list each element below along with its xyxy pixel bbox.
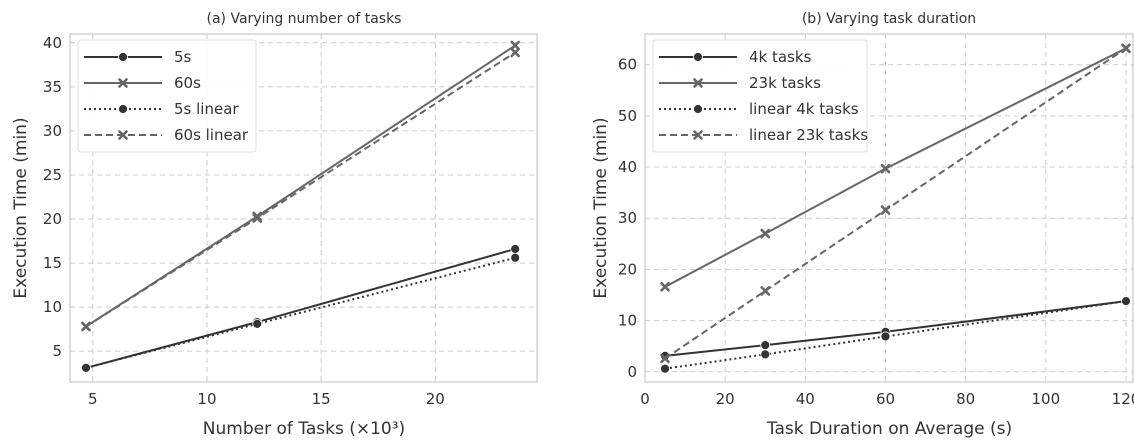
y-tick-label: 10: [618, 312, 637, 330]
y-tick-label: 30: [618, 209, 637, 227]
data-point: [1121, 296, 1131, 307]
y-tick-label: 20: [43, 210, 62, 228]
data-point: [252, 318, 263, 329]
chart-panel-2: 0 10 20 30 40 50 60 0 20 40 60 80 100 120 (b) Varying …: [591, 11, 1134, 439]
series-line-1: [664, 300, 1127, 357]
x-tick-label: 80: [956, 390, 975, 408]
y-tick-label: 40: [43, 34, 62, 52]
data-point: [510, 47, 520, 58]
legend-label: linear 23k tasks: [749, 126, 868, 144]
chart-title: (b) Varying task duration: [802, 11, 976, 27]
data-point: [880, 163, 891, 174]
series-line-4: [664, 47, 1127, 360]
data-point: [880, 331, 891, 342]
x-tick-label: 120: [1112, 390, 1134, 408]
chart-panel-1: 5 10 15 20 25 30 35 40 5 10 15 20 (a) Varying number…: [11, 11, 538, 439]
legend-marker: [693, 130, 703, 140]
y-tick-label: 20: [618, 260, 637, 278]
legend-label: 60s linear: [174, 126, 249, 144]
legend: [77, 39, 257, 153]
y-tick-label: 5: [52, 342, 62, 360]
y-tick-label: 40: [618, 158, 637, 176]
y-tick-label: 15: [43, 254, 62, 272]
data-point: [760, 340, 771, 351]
data-point: [81, 321, 91, 332]
y-tick-label: 25: [43, 166, 62, 184]
x-tick-label: 15: [312, 390, 331, 408]
x-tick-label: 40: [796, 390, 815, 408]
legend-label: 5s: [174, 48, 192, 66]
legend-label: 60s: [174, 74, 201, 92]
y-tick-label: 60: [618, 56, 637, 74]
data-point: [880, 205, 891, 215]
legend-marker: [693, 52, 703, 62]
y-axis-label: Execution Time (min): [591, 117, 611, 298]
legend-marker: [118, 104, 128, 114]
data-point: [510, 252, 521, 263]
data-point: [660, 363, 670, 374]
legend-marker: [118, 52, 128, 62]
legend-marker: [118, 130, 128, 140]
x-tick-label: 20: [426, 390, 445, 408]
legend-label: 4k tasks: [749, 48, 812, 66]
legend-marker: [693, 104, 703, 114]
data-point: [660, 353, 670, 364]
legend-marker: [693, 78, 703, 88]
data-point: [760, 349, 771, 360]
legend-label: 23k tasks: [749, 74, 821, 92]
legend-label: 5s linear: [174, 100, 239, 118]
series-line-2: [664, 47, 1127, 288]
y-tick-label: 35: [43, 78, 62, 96]
y-tick-label: 50: [618, 107, 637, 125]
x-axis-label: Number of Tasks (×10³): [203, 419, 405, 439]
series-line-3: [664, 300, 1127, 370]
chart-title: (a) Varying number of tasks: [207, 11, 402, 27]
data-point: [81, 363, 91, 373]
plot-frame: [644, 33, 1134, 383]
y-tick-label: 30: [43, 122, 62, 140]
data-point: [252, 213, 262, 223]
x-tick-label: 100: [1031, 390, 1060, 408]
x-tick-label: 10: [197, 390, 216, 408]
y-axis-label: Execution Time (min): [11, 117, 31, 298]
data-point: [760, 228, 771, 239]
legend-label: linear 4k tasks: [749, 100, 859, 118]
plot-frame: [69, 33, 538, 383]
y-tick-label: 10: [43, 298, 62, 316]
series-line-1: [85, 248, 516, 369]
x-tick-label: 0: [640, 390, 650, 408]
x-tick-label: 60: [876, 390, 895, 408]
data-point: [510, 40, 520, 51]
x-tick-label: 5: [88, 390, 98, 408]
data-point: [510, 244, 521, 254]
x-axis-label: Task Duration on Average (s): [766, 419, 1012, 439]
data-point: [1121, 43, 1131, 54]
data-point: [760, 286, 771, 296]
legend: [652, 39, 868, 153]
x-tick-label: 20: [716, 390, 735, 408]
data-point: [660, 282, 670, 292]
y-tick-label: 0: [627, 363, 637, 381]
legend-marker: [118, 78, 128, 88]
